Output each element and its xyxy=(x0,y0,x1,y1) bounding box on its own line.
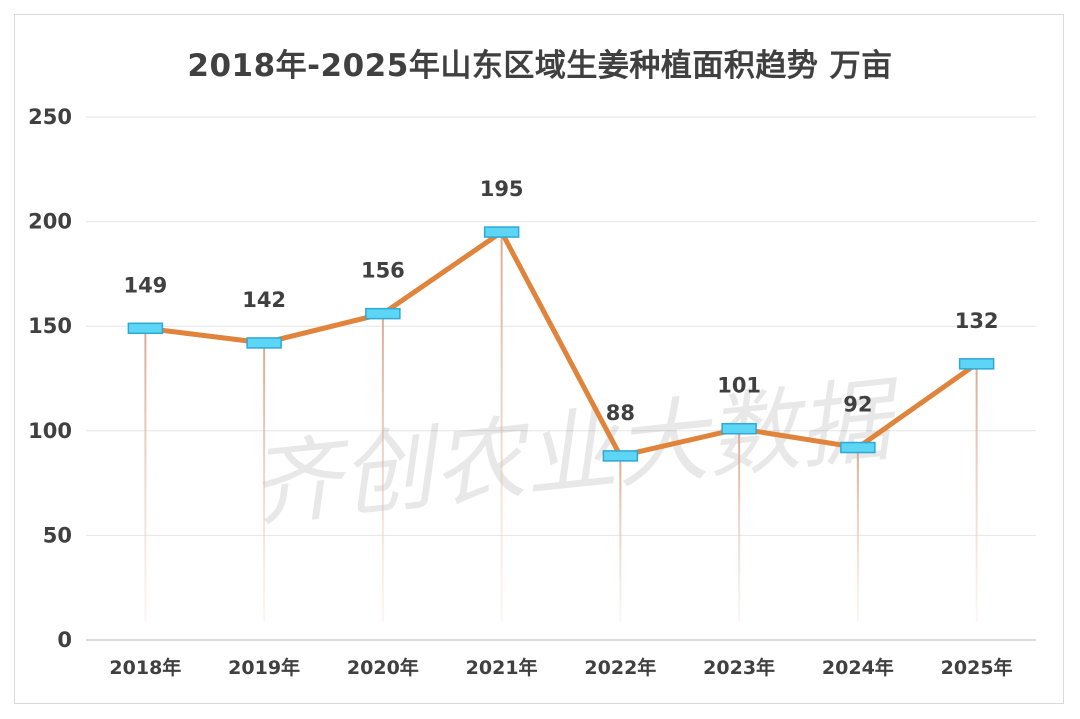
data-label: 88 xyxy=(606,401,635,425)
y-tick-label: 200 xyxy=(28,210,72,234)
chart-frame xyxy=(14,14,1064,704)
data-point xyxy=(840,441,876,454)
drop-line xyxy=(738,428,741,622)
y-axis-ticks: 0 50 100 150 200 250 xyxy=(28,105,72,652)
y-tick-label: 150 xyxy=(28,314,72,338)
x-tick-label: 2021年 xyxy=(466,656,538,679)
data-point xyxy=(602,450,639,462)
drop-line xyxy=(144,328,147,622)
data-label: 101 xyxy=(717,374,761,398)
data-point xyxy=(365,307,401,320)
drop-lines xyxy=(144,232,978,622)
x-tick-label: 2019年 xyxy=(228,656,300,679)
drop-line xyxy=(975,363,978,622)
chart-title: 2018年-2025年山东区域生姜种植面积趋势 万亩 xyxy=(187,48,893,84)
y-tick-label: 0 xyxy=(57,628,72,652)
data-point xyxy=(958,358,995,370)
drop-line xyxy=(856,447,859,622)
drop-line xyxy=(381,313,384,622)
x-tick-label: 2025年 xyxy=(941,656,1013,679)
y-tick-label: 50 xyxy=(43,523,72,547)
watermark: 齐创农业大数据 xyxy=(244,365,908,540)
data-point xyxy=(246,337,282,349)
x-tick-label: 2020年 xyxy=(347,656,419,679)
data-label: 132 xyxy=(955,309,999,333)
x-tick-label: 2023年 xyxy=(703,656,775,679)
data-markers xyxy=(127,226,995,462)
x-tick-label: 2024年 xyxy=(822,656,894,679)
drop-line xyxy=(619,455,622,622)
data-label: 92 xyxy=(843,393,872,417)
data-label: 149 xyxy=(123,273,167,297)
y-tick-label: 100 xyxy=(28,419,72,443)
y-tick-label: 250 xyxy=(28,105,72,129)
data-label: 142 xyxy=(242,288,286,312)
drop-line xyxy=(500,232,503,622)
data-point xyxy=(127,322,164,335)
x-tick-label: 2022年 xyxy=(584,656,656,679)
x-tick-label: 2018年 xyxy=(109,656,181,679)
x-axis-ticks: 2018年 2019年 2020年 2021年 2022年 2023年 2024年 2025年 xyxy=(109,656,1012,679)
data-label: 156 xyxy=(361,259,405,283)
data-point xyxy=(721,422,757,435)
data-label: 195 xyxy=(480,177,524,201)
gridlines xyxy=(86,116,1036,641)
data-point xyxy=(483,226,520,238)
series-line xyxy=(142,229,980,459)
drop-line xyxy=(263,342,266,622)
data-labels: 149 142 156 195 88 101 92 132 xyxy=(123,177,998,425)
